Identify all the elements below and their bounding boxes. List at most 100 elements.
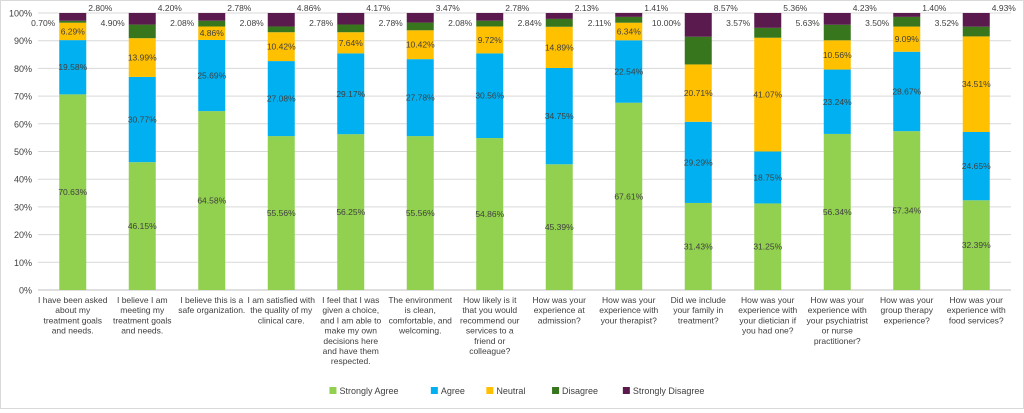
bar-segment xyxy=(615,12,643,17)
y-tick-label: 70% xyxy=(14,92,32,102)
bar-segment xyxy=(198,39,226,112)
data-label: 27.78% xyxy=(406,93,435,103)
bar-segment xyxy=(545,26,573,69)
data-label: 28.67% xyxy=(892,86,921,96)
bar-segment xyxy=(59,20,87,23)
legend-label: Disagree xyxy=(562,386,598,396)
bar-segment xyxy=(615,22,643,41)
x-category-label: How was your experience with your psychiat… xyxy=(807,295,869,346)
bar-segment xyxy=(267,26,295,33)
y-tick-label: 40% xyxy=(14,175,32,185)
data-label: 54.86% xyxy=(475,209,504,219)
data-label: 25.69% xyxy=(197,71,226,81)
data-label: 30.56% xyxy=(475,91,504,101)
x-category-label: I have been asked about my treatment goals… xyxy=(38,295,108,336)
y-tick-label: 50% xyxy=(14,147,32,157)
legend-swatch xyxy=(552,387,560,394)
data-label: 57.34% xyxy=(892,206,921,216)
bar-segment xyxy=(337,53,365,135)
bar-segment xyxy=(754,13,782,28)
data-label: 3.52% xyxy=(935,18,960,28)
data-label: 67.61% xyxy=(614,191,643,201)
y-tick-label: 10% xyxy=(14,258,32,268)
data-label: 9.09% xyxy=(895,34,920,44)
bar-segment xyxy=(476,26,504,54)
bar-segment xyxy=(754,37,782,152)
data-label: 19.58% xyxy=(58,62,87,72)
bar-segment xyxy=(198,111,226,290)
bar-segment xyxy=(337,24,365,33)
bar-segment xyxy=(337,12,365,25)
bar-segment xyxy=(337,32,365,54)
legend: Strongly Agree Agree Neutral Disagree Strong… xyxy=(329,386,704,396)
bar-segment xyxy=(962,36,990,132)
y-tick-label: 20% xyxy=(14,230,32,240)
bar-segment xyxy=(962,26,990,37)
x-category-label: How was your experience with food services… xyxy=(947,295,1006,325)
data-label: 4.90% xyxy=(101,18,126,28)
data-label: 7.64% xyxy=(339,38,364,48)
data-label: 5.36% xyxy=(783,3,808,13)
bar-segment xyxy=(893,51,921,132)
x-category-label: How was your experience with your dieticia… xyxy=(738,295,797,336)
data-label: 1.41% xyxy=(644,3,669,13)
legend-label: Agree xyxy=(441,386,465,396)
data-label: 5.63% xyxy=(796,18,821,28)
data-label: 45.39% xyxy=(545,222,574,232)
bar-segment xyxy=(59,94,87,291)
bar-segment xyxy=(962,131,990,201)
data-label: 29.17% xyxy=(336,89,365,99)
bar-segment xyxy=(684,64,712,122)
bar-segment xyxy=(406,30,434,60)
y-tick-label: 60% xyxy=(14,119,32,129)
data-label: 10.56% xyxy=(823,50,852,60)
data-label: 4.23% xyxy=(853,3,878,13)
data-label: 31.25% xyxy=(753,242,782,252)
bar-segment xyxy=(823,69,851,134)
data-label: 4.86% xyxy=(200,28,225,38)
data-label: 6.29% xyxy=(61,26,86,36)
data-label: 13.99% xyxy=(128,53,157,63)
data-label: 4.20% xyxy=(158,3,183,13)
data-label: 2.78% xyxy=(309,18,334,28)
data-label: 46.15% xyxy=(128,221,157,231)
bar-segment xyxy=(128,76,156,163)
bar-segment xyxy=(476,138,504,290)
data-label: 3.47% xyxy=(436,3,461,13)
data-label: 27.08% xyxy=(267,94,296,104)
bar-segment xyxy=(684,36,712,65)
data-label: 2.11% xyxy=(588,18,612,28)
data-label: 22.54% xyxy=(614,67,643,77)
bar-segment xyxy=(128,24,156,39)
x-category-label: The environment is clean, comfortable, and… xyxy=(388,295,452,336)
legend-swatch xyxy=(486,387,494,394)
bar-segment xyxy=(476,13,504,21)
data-label: 41.07% xyxy=(753,90,782,100)
x-category-label: How was your experience at admission? xyxy=(533,295,587,325)
data-label: 2.08% xyxy=(170,18,195,28)
y-tick-label: 0% xyxy=(19,286,32,296)
bar-segment xyxy=(267,61,295,137)
x-category-label: How likely is it that you would recommend … xyxy=(460,295,520,356)
bar-segment xyxy=(754,203,782,290)
data-label: 31.43% xyxy=(684,241,713,251)
bar-segment xyxy=(128,162,156,290)
data-label: 4.93% xyxy=(992,3,1017,13)
data-label: 2.13% xyxy=(575,3,600,13)
bar-segment xyxy=(406,59,434,137)
data-label: 30.77% xyxy=(128,115,157,125)
bar-segment xyxy=(893,16,921,27)
data-label: 10.42% xyxy=(267,42,296,52)
bar-segment xyxy=(476,20,504,27)
bar-segment xyxy=(476,53,504,139)
x-category-label: I believe I am meeting my treatment goals a… xyxy=(113,295,172,336)
x-axis: I have been asked about my treatment goals… xyxy=(38,295,1006,366)
legend-swatch xyxy=(329,387,337,394)
data-label: 1.40% xyxy=(922,3,947,13)
data-label: 32.39% xyxy=(962,240,991,250)
bar-segment xyxy=(823,24,851,41)
bar-segment xyxy=(406,12,434,23)
bar-segment xyxy=(893,26,921,52)
bar-segment xyxy=(615,102,643,290)
